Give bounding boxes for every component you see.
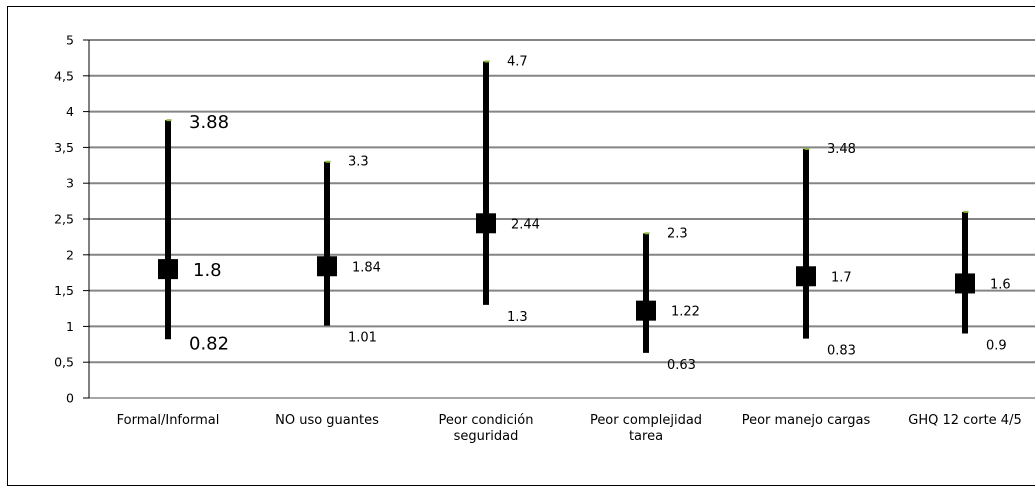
upper-label: 4.7 <box>507 54 528 69</box>
y-tick-label: 2 <box>66 247 74 262</box>
x-category-label: GHQ 12 corte 4/5 <box>908 413 1021 428</box>
lower-label: 1.01 <box>348 331 377 346</box>
y-tick-label: 5 <box>66 33 74 48</box>
data-marks: 3.88 1.8 0.82 3.3 1.84 1.01 4.7 2.44 1.3 2.3 1.22 0… <box>158 54 1011 373</box>
y-tick-label: 0 <box>66 391 74 406</box>
y-tick-label: 2,5 <box>54 212 74 227</box>
x-category-label: Peor condición seguridad <box>439 413 534 444</box>
upper-label: 3.48 <box>827 142 856 157</box>
y-axis: 0 0,5 1 1,5 2 2,5 3 3,5 4 4,5 5 <box>54 33 90 406</box>
y-tick-label: 3 <box>66 176 74 191</box>
upper-label: 2.3 <box>667 226 688 241</box>
y-tick-label: 4,5 <box>54 68 74 83</box>
estimate-label: 1.7 <box>831 270 852 285</box>
y-tick-label: 1,5 <box>54 283 74 298</box>
upper-label: 3.88 <box>189 112 229 133</box>
estimate-label: 2.44 <box>511 217 540 232</box>
estimate-marker <box>796 266 816 287</box>
x-category-label: Peor manejo cargas <box>742 413 871 428</box>
gridlines <box>89 39 1035 399</box>
lower-label: 0.83 <box>827 344 856 359</box>
estimate-marker <box>476 213 496 234</box>
estimate-marker <box>158 259 178 280</box>
lower-label: 1.3 <box>507 310 528 325</box>
lower-label: 0.82 <box>189 333 229 354</box>
estimate-marker <box>955 273 975 294</box>
y-tick-label: 1 <box>66 319 74 334</box>
x-axis: Formal/Informal NO uso guantes Peor condic… <box>117 413 1022 444</box>
estimate-marker <box>317 256 337 277</box>
lower-label: 0.63 <box>667 358 696 373</box>
estimate-label: 1.6 <box>990 277 1011 292</box>
y-tick-label: 4 <box>66 104 74 119</box>
y-tick-label: 3,5 <box>54 140 74 155</box>
x-category-label: NO uso guantes <box>275 413 379 428</box>
upper-label: 3.3 <box>348 155 369 170</box>
estimate-label: 1.8 <box>193 260 222 281</box>
x-category-label: Formal/Informal <box>117 413 220 428</box>
estimate-label: 1.84 <box>352 260 381 275</box>
estimate-label: 1.22 <box>671 305 700 320</box>
lower-label: 0.9 <box>986 339 1007 354</box>
y-tick-label: 0,5 <box>54 355 74 370</box>
x-category-label: Peor complejidad tarea <box>590 413 702 444</box>
estimate-marker <box>636 300 656 321</box>
